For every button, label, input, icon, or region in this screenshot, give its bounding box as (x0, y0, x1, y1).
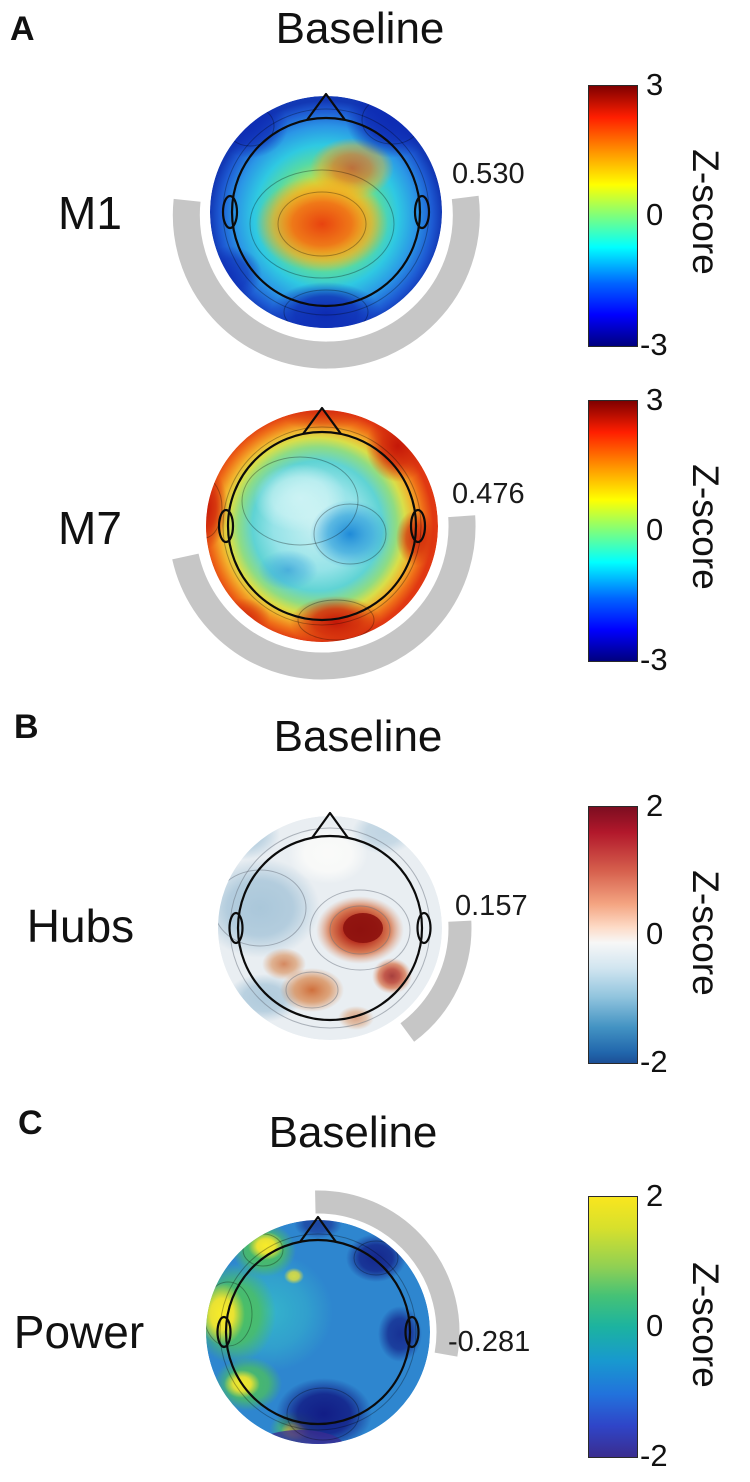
value-power: -0.281 (448, 1326, 531, 1358)
nose-marker (306, 92, 346, 121)
colorbar-m7-tick-max: 3 (646, 382, 664, 417)
ear-left-marker (217, 508, 235, 544)
value-hubs: 0.157 (455, 890, 528, 922)
scalp-field-hubs (218, 816, 442, 1040)
panel-c-letter: C (18, 1104, 43, 1142)
ear-right-marker (404, 1315, 420, 1349)
colorbar-power-axis-label: Z-score (685, 1262, 726, 1388)
proportion-arc-power (315, 1190, 460, 1357)
ear-left-marker (216, 1315, 232, 1349)
map-label-m1: M1 (58, 187, 122, 239)
topomap-m7 (172, 406, 476, 680)
colorbar-power-tick-mid: 0 (646, 1308, 664, 1343)
colorbar-power-tick-max: 2 (646, 1178, 664, 1213)
colorbar-m1-tick-min: -3 (640, 327, 668, 362)
colorbar-m1 (588, 85, 638, 347)
colorbar-hubs-tick-min: -2 (640, 1044, 668, 1079)
ear-right-marker (413, 194, 431, 230)
map-label-hubs: Hubs (26, 900, 135, 952)
topomap-m1 (172, 92, 480, 369)
proportion-arc-hubs (400, 920, 472, 1042)
panel-b-letter: B (14, 708, 39, 746)
topomap-power (206, 1190, 460, 1444)
scalp-field-m7 (206, 410, 438, 642)
panel-a-title: Baseline (275, 4, 445, 53)
head-outline-m7 (217, 406, 427, 622)
colorbar-m7-axis-label: Z-score (685, 464, 726, 590)
head-outline-hubs (228, 811, 432, 1022)
head-outline-m1 (221, 92, 431, 308)
colorbar-hubs (588, 806, 638, 1064)
colorbar-m1-axis-label: Z-score (685, 149, 726, 275)
proportion-arc-m7 (172, 515, 476, 680)
colorbar-m1-tick-mid: 0 (646, 197, 664, 232)
colorbar-m7-tick-mid: 0 (646, 512, 664, 547)
panel-b-title: Baseline (273, 712, 443, 761)
panel-a-letter: A (10, 10, 35, 48)
colorbar-power (588, 1196, 638, 1458)
head-circle (236, 834, 424, 1022)
colorbar-hubs-tick-max: 2 (646, 788, 664, 823)
map-label-m7: M7 (58, 502, 122, 554)
map-label-power: Power (13, 1306, 145, 1358)
colorbar-m7-tick-min: -3 (640, 642, 668, 677)
colorbar-m7 (588, 400, 638, 662)
proportion-arc-m1 (172, 195, 480, 369)
topomap-hubs (218, 811, 472, 1042)
head-circle (226, 430, 418, 622)
colorbar-m1-tick-max: 3 (646, 67, 664, 102)
ear-right-marker (409, 508, 427, 544)
value-m7: 0.476 (452, 478, 525, 510)
nose-marker (311, 811, 349, 839)
ear-left-marker (221, 194, 239, 230)
nose-marker (299, 1215, 337, 1243)
head-circle (224, 1238, 412, 1426)
colorbar-power-tick-min: -2 (640, 1438, 668, 1473)
panel-c-title: Baseline (268, 1108, 438, 1157)
colorbar-hubs-axis-label: Z-score (685, 870, 726, 996)
contour-lines-m7 (206, 426, 422, 641)
scalp-field-power (206, 1220, 430, 1444)
ear-left-marker (228, 911, 244, 945)
head-outline-power (216, 1215, 420, 1426)
value-m1: 0.530 (452, 158, 525, 190)
colorbar-hubs-tick-mid: 0 (646, 916, 664, 951)
head-circle (230, 116, 422, 308)
nose-marker (302, 406, 342, 435)
ear-right-marker (416, 911, 432, 945)
